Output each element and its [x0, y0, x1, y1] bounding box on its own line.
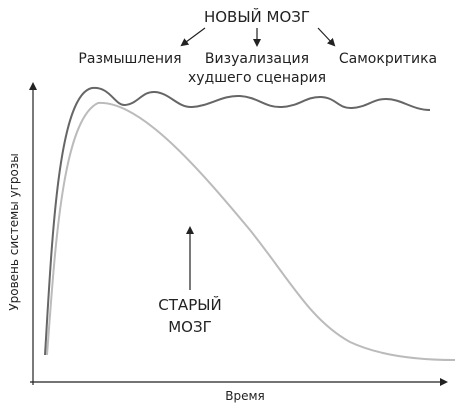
label: Самокритика	[339, 51, 437, 67]
title: НОВЫЙ МОЗГ	[204, 7, 310, 26]
arrow	[180, 27, 206, 47]
arrow	[317, 27, 336, 47]
label: худшего сценария	[188, 70, 326, 86]
label: Визуализация	[205, 51, 309, 67]
x-axis-label: Время	[225, 389, 265, 403]
new-brain-curve	[44, 86, 431, 356]
label: Размышления	[78, 51, 181, 67]
y-axis-label: Уровень системы угрозы	[7, 153, 21, 310]
old-brain-curve	[46, 101, 456, 361]
old-brain-label: МОЗГ	[168, 318, 212, 336]
old-brain-label: СТАРЫЙ	[158, 295, 221, 314]
